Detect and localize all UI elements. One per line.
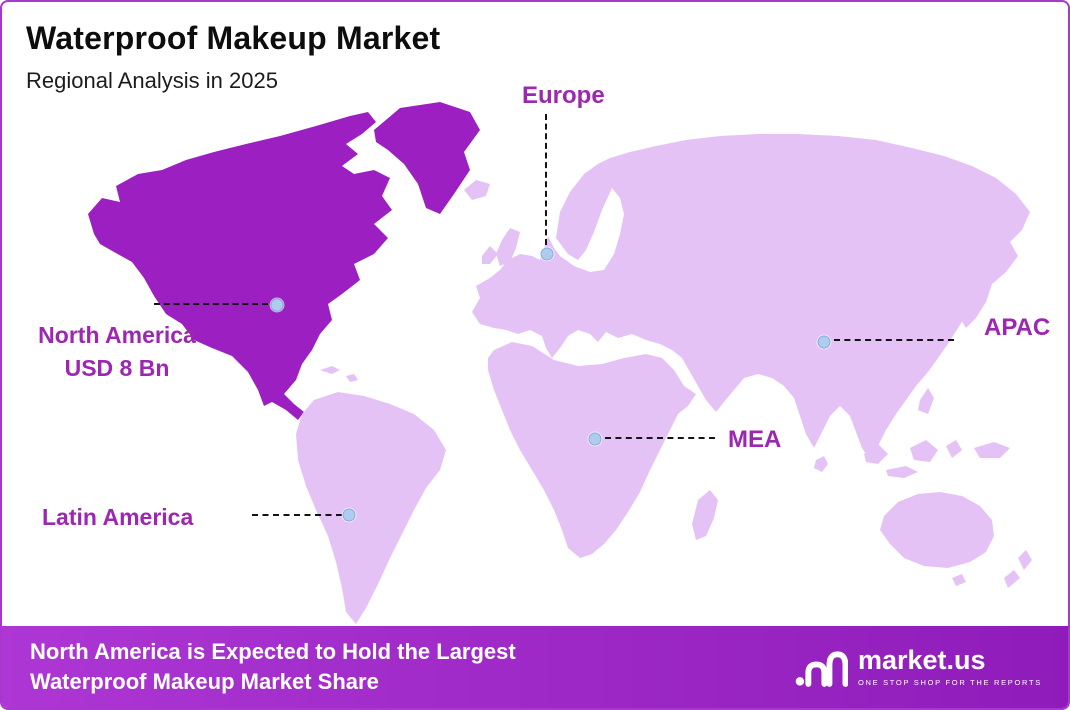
continent-greenland [374,102,480,214]
island-sulawesi [946,440,962,458]
marker-latin-america [342,508,356,522]
marker-europe [540,247,554,261]
leader-line-north-america [154,303,268,305]
continent-eurasia [472,134,1030,460]
leader-line-europe [545,114,547,245]
island-nz-south [1004,570,1020,588]
island-nz-north [1018,550,1032,570]
island-cuba [320,366,340,374]
leader-line-latin-america [252,514,342,516]
banner-text: North America is Expected to Hold the La… [30,637,516,698]
region-label-europe: Europe [522,82,605,109]
market-us-logo: market.us ONE STOP SHOP FOR THE REPORTS [794,645,1042,689]
island-java [886,466,918,478]
market-us-logo-icon [795,651,848,687]
leader-line-mea [605,437,715,439]
island-uk [496,228,520,266]
marker-mea [588,432,602,446]
island-iceland [464,180,490,200]
island-hispaniola [346,374,358,382]
marker-apac [817,335,831,349]
region-label-north-america: North America [38,322,196,348]
logo-brand: market.us [857,645,986,676]
region-label-block-north-america: North America USD 8 Bn [8,322,226,382]
continent-australia [880,492,994,568]
marker-north-america [270,298,284,312]
banner-line-1: North America is Expected to Hold the La… [30,638,516,664]
continent-south-america [296,392,446,624]
island-ireland [482,246,498,264]
leader-line-apac [834,339,954,341]
banner-line-2: Waterproof Makeup Market Share [30,669,379,694]
island-tasmania [952,574,966,586]
continent-north-america [88,112,392,420]
page-title: Waterproof Makeup Market [26,20,441,56]
island-borneo [910,440,938,462]
island-new-guinea [974,442,1010,458]
region-label-apac: APAC [984,314,1051,341]
region-value-north-america: USD 8 Bn [64,355,170,381]
page-subtitle: Regional Analysis in 2025 [26,68,278,93]
island-sumatra [864,444,888,464]
logo-tagline: ONE STOP SHOP FOR THE REPORTS [857,678,1042,688]
island-philippines [918,388,934,414]
region-label-latin-america: Latin America [42,504,194,530]
bottom-banner: North America is Expected to Hold the La… [2,626,1068,708]
logo-text: market.us ONE STOP SHOP FOR THE REPORTS [858,647,1042,687]
region-label-mea: MEA [728,426,782,453]
island-japan [960,276,992,328]
continent-africa [488,342,696,558]
island-madagascar [692,490,718,540]
island-sri-lanka [814,456,828,472]
